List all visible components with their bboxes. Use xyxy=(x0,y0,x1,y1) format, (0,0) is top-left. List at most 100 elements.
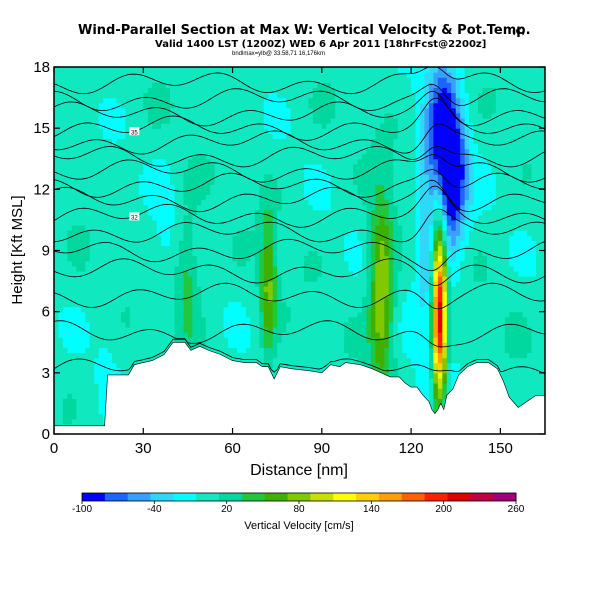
velocity-cell xyxy=(156,230,162,236)
velocity-cell xyxy=(339,225,345,231)
velocity-cell xyxy=(348,102,354,109)
velocity-cell xyxy=(170,128,176,134)
velocity-cell xyxy=(85,291,91,297)
velocity-cell xyxy=(196,316,202,323)
velocity-cell xyxy=(268,342,274,348)
velocity-cell xyxy=(299,163,305,170)
velocity-cell xyxy=(245,77,251,83)
velocity-cell xyxy=(254,97,260,104)
velocity-cell xyxy=(281,286,287,292)
velocity-cell xyxy=(263,92,269,99)
velocity-cell xyxy=(85,209,91,216)
velocity-cell xyxy=(134,255,140,262)
velocity-cell xyxy=(335,153,341,160)
velocity-cell xyxy=(259,72,265,78)
velocity-cell xyxy=(161,240,167,247)
velocity-cell xyxy=(344,199,350,206)
velocity-cell xyxy=(348,316,354,323)
velocity-cell xyxy=(281,225,287,231)
velocity-cell xyxy=(187,296,193,303)
velocity-cell xyxy=(76,184,82,190)
velocity-cell xyxy=(308,174,314,180)
velocity-cell xyxy=(174,225,180,231)
velocity-cell xyxy=(210,321,216,328)
velocity-cell xyxy=(339,194,345,201)
velocity-cell xyxy=(152,174,158,180)
velocity-cell xyxy=(174,194,180,201)
velocity-cell xyxy=(317,189,323,196)
velocity-cell xyxy=(112,332,118,338)
velocity-cell xyxy=(174,92,180,99)
velocity-cell xyxy=(170,255,176,262)
velocity-cell xyxy=(317,296,323,303)
velocity-cell xyxy=(125,265,131,272)
velocity-cell xyxy=(290,240,296,247)
velocity-cell xyxy=(299,77,305,83)
velocity-cell xyxy=(76,123,82,129)
velocity-cell xyxy=(237,225,243,231)
velocity-cell xyxy=(129,347,135,354)
velocity-cell xyxy=(254,102,260,109)
velocity-cell xyxy=(94,163,100,170)
velocity-cell xyxy=(62,194,68,201)
velocity-cell xyxy=(308,316,314,323)
velocity-cell xyxy=(335,326,341,333)
velocity-cell xyxy=(303,189,310,196)
velocity-cell xyxy=(357,311,363,318)
velocity-cell xyxy=(178,275,185,282)
velocity-cell xyxy=(187,133,193,139)
velocity-cell xyxy=(196,168,202,175)
velocity-cell xyxy=(165,143,171,150)
velocity-cell xyxy=(330,97,336,104)
velocity-cell xyxy=(348,311,354,318)
velocity-cell xyxy=(98,235,104,241)
velocity-cell xyxy=(67,301,73,308)
velocity-cell xyxy=(344,133,350,139)
velocity-cell xyxy=(120,270,127,277)
velocity-cell xyxy=(112,133,118,139)
velocity-cell xyxy=(308,209,314,216)
velocity-cell xyxy=(277,255,283,262)
velocity-cell xyxy=(85,153,91,160)
velocity-cell xyxy=(330,347,336,354)
velocity-cell xyxy=(201,286,207,292)
velocity-cell xyxy=(272,112,278,119)
velocity-cell xyxy=(174,250,180,257)
velocity-cell xyxy=(62,219,68,226)
velocity-cell xyxy=(321,123,327,129)
velocity-cell xyxy=(161,102,167,109)
velocity-cell xyxy=(116,128,122,134)
velocity-cell xyxy=(330,199,336,206)
velocity-cell xyxy=(308,362,314,369)
velocity-cell xyxy=(281,138,287,145)
velocity-cell xyxy=(54,321,60,328)
velocity-cell xyxy=(94,92,100,99)
velocity-cell xyxy=(116,265,122,272)
velocity-cell xyxy=(232,337,238,343)
velocity-cell xyxy=(58,347,64,354)
velocity-cell xyxy=(80,362,86,369)
velocity-cell xyxy=(170,281,176,287)
velocity-cell xyxy=(143,230,149,236)
velocity-cell xyxy=(192,332,198,338)
velocity-cell xyxy=(344,255,350,262)
velocity-cell xyxy=(317,311,323,318)
velocity-cell xyxy=(321,87,327,94)
velocity-cell xyxy=(281,82,287,88)
velocity-cell xyxy=(76,245,82,252)
velocity-cell xyxy=(245,265,251,272)
velocity-cell xyxy=(120,265,127,272)
velocity-cell xyxy=(138,321,144,328)
velocity-cell xyxy=(183,286,189,292)
velocity-cell xyxy=(241,153,247,160)
velocity-cell xyxy=(192,97,198,104)
velocity-cell xyxy=(210,230,216,236)
velocity-cell xyxy=(129,301,135,308)
velocity-cell xyxy=(263,270,269,277)
velocity-cell xyxy=(62,418,68,425)
velocity-cell xyxy=(250,168,256,175)
velocity-cell xyxy=(241,250,247,257)
velocity-cell xyxy=(147,337,153,343)
velocity-cell xyxy=(54,117,60,124)
velocity-cell xyxy=(112,362,118,369)
